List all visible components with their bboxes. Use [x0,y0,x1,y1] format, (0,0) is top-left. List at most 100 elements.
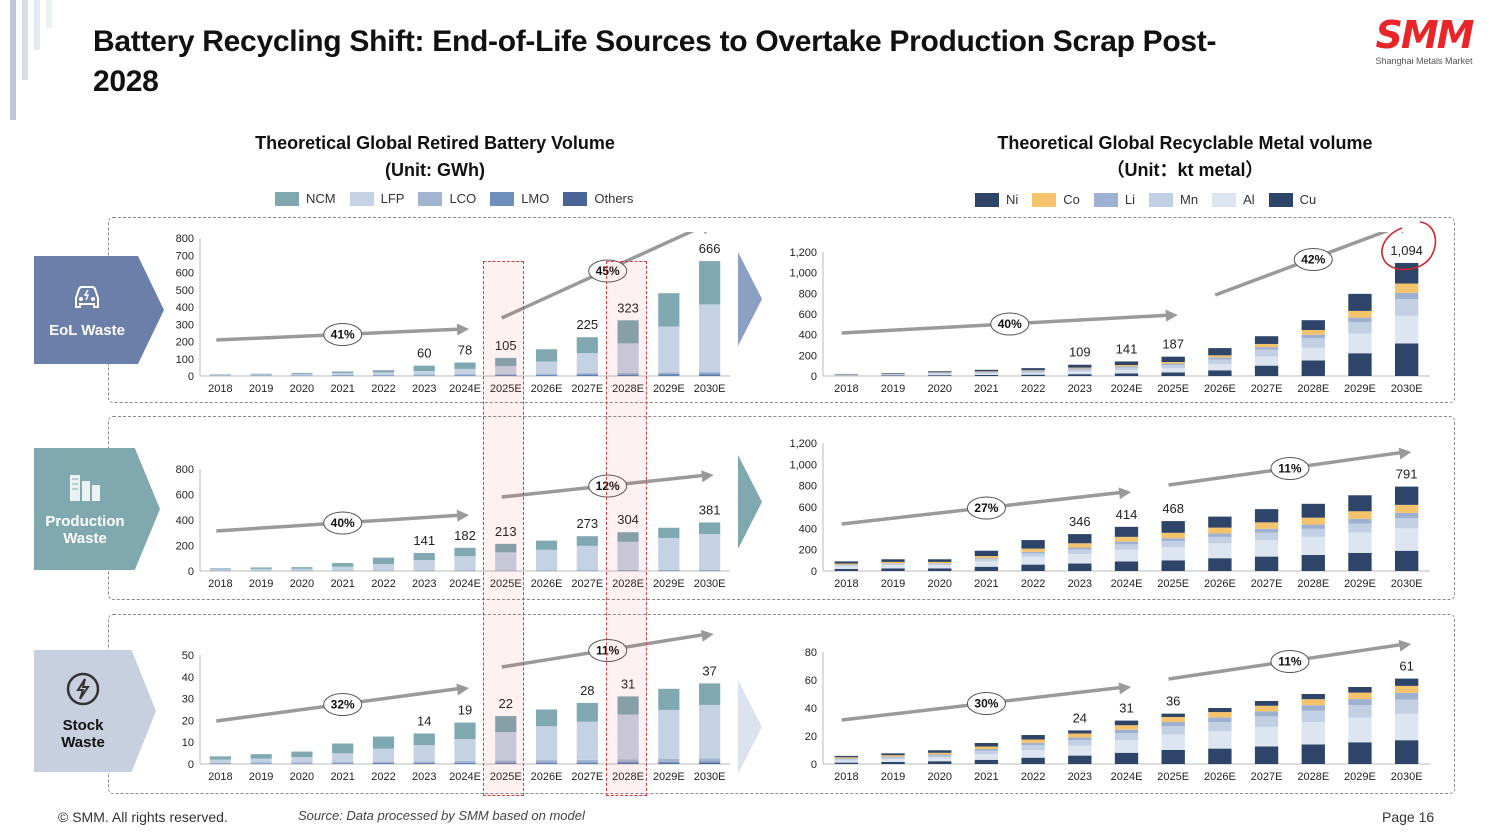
bar-segment-lfp [576,721,598,760]
highlight-2028e [606,261,647,796]
bar-segment-mn [834,759,859,761]
growth-rate-label: 40% [998,317,1022,331]
x-tick-label: 2018 [834,383,858,395]
x-tick-label: 2024E [449,383,481,395]
bar-segment-ncm [209,756,231,760]
page-number: Page 16 [1382,809,1435,825]
bar-segment-mn [1068,549,1092,554]
chart-prod-battery: 0 200 400 600 800 2018 2019 2020 2021 2022 2023 141… [176,464,730,590]
y-tick-label: 500 [176,285,194,297]
bar-segment-ni [881,559,905,562]
bar-segment-cu [1301,360,1325,376]
data-label: 791 [1396,467,1418,482]
bar-segment-lfp [495,732,517,761]
bar-segment-co [881,561,905,564]
bar-segment-ncm [291,751,313,758]
bar-segment-cu [881,568,905,571]
bar-segment-lfp [576,545,598,571]
bar-segment-li [1068,368,1092,370]
bar-segment-ni [1161,713,1185,717]
bar-segment-mn [928,755,952,758]
bar-segment-lmo [535,374,558,376]
highlight-2025e [483,261,524,796]
bar-segment-lco [250,375,272,376]
bar-segment-lco [699,371,721,374]
bar-segment-lfp [332,753,354,763]
x-tick-label: 2027E [1251,771,1283,783]
x-tick-label: 2024E [1111,383,1143,395]
legend-swatch [1268,192,1293,207]
bar-segment-al [1114,549,1139,562]
bar-segment-cu [1114,373,1139,376]
bar-segment-al [974,373,999,375]
bar-segment-lfp [209,759,231,763]
data-label: 78 [458,343,472,358]
x-tick-label: 2022 [1021,771,1045,783]
bar-segment-co [1068,733,1092,738]
growth-badge [1270,457,1310,480]
bar-segment-others [535,763,558,764]
bar-segment-cu [834,568,859,571]
bar-segment-mn [1114,367,1139,371]
bar-segment-cu [1394,550,1419,571]
x-tick-label: 2025E [490,578,522,590]
logo-subtitle: Shanghai Metals Market [1375,56,1473,66]
x-tick-label: 2029E [653,578,685,590]
bar-segment-lco [332,762,354,764]
bar-segment-lco [699,758,721,762]
bar-segment-cu [1021,374,1045,376]
legend-swatch [1093,192,1118,207]
bar-segment-cu [1394,343,1419,376]
bar-segment-cu [928,761,952,764]
bar-segment-cu [1208,748,1232,764]
bar-segment-cu [1068,755,1092,764]
data-label: 666 [699,241,721,256]
data-label: 61 [1399,659,1413,674]
bar-segment-ncm [535,540,558,550]
growth-arrow-head [701,470,714,483]
bar-segment-li [1301,524,1325,529]
bar-segment-others [495,763,517,764]
bar-segment-ni [834,561,859,564]
legend-swatch [1212,192,1237,207]
bar-segment-cu [1348,552,1372,571]
bar-segment-co [1114,365,1139,367]
bar-segment-lfp [372,564,395,571]
bar-segment-lfp [372,748,395,762]
bar-segment-lfp [413,745,435,762]
bar-segment-ni [1301,694,1325,700]
decor-bar [34,0,40,50]
bar-segment-cu [928,375,952,376]
growth-arrow-head [700,630,714,642]
bar-segment-lfp [413,560,435,571]
bar-segment-cu [1254,365,1279,376]
legend-label: Al [1243,192,1255,207]
bar-segment-lco [658,758,680,762]
bar-segment-li [928,754,952,756]
y-tick-label: 40 [182,672,194,684]
bar-segment-co [1208,355,1232,358]
bar-segment-lco [372,374,395,376]
growth-rate-label: 32% [331,698,355,712]
factory-icon [67,471,103,507]
x-tick-label: 2029E [1344,578,1376,590]
bar-segment-mn [1021,745,1045,750]
data-label: 323 [617,300,639,315]
right-legend: Ni Co Li Mn Al Cu [975,192,1316,207]
x-tick-label: 2020 [927,771,951,783]
bar-segment-ni [1161,356,1185,363]
bar-segment-ni [1068,534,1092,544]
bar-segment-al [881,565,905,569]
growth-rate-label: 41% [331,328,355,342]
bar-segment-cu [1348,742,1372,764]
bar-segment-li [1021,742,1045,746]
bar-segment-lfp [576,353,598,374]
bar-segment-ncm [617,696,639,715]
x-tick-label: 2028E [1297,771,1329,783]
bar-segment-li [974,749,999,751]
growth-badge [588,259,628,283]
bar-segment-lco [291,375,313,376]
legend-item-others: Others [563,191,633,206]
right-title-line2: （Unit：kt metal） [1106,160,1264,180]
x-tick-label: 2028E [1297,578,1329,590]
